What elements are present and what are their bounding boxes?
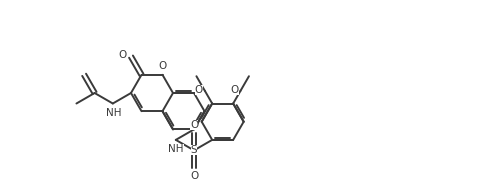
Text: O: O (119, 50, 127, 60)
Text: O: O (194, 85, 203, 95)
Text: NH: NH (106, 108, 122, 118)
Text: NH: NH (168, 144, 184, 154)
Text: O: O (190, 171, 198, 181)
Text: O: O (158, 61, 167, 71)
Text: S: S (190, 145, 197, 155)
Text: O: O (230, 85, 239, 95)
Text: O: O (190, 120, 198, 129)
